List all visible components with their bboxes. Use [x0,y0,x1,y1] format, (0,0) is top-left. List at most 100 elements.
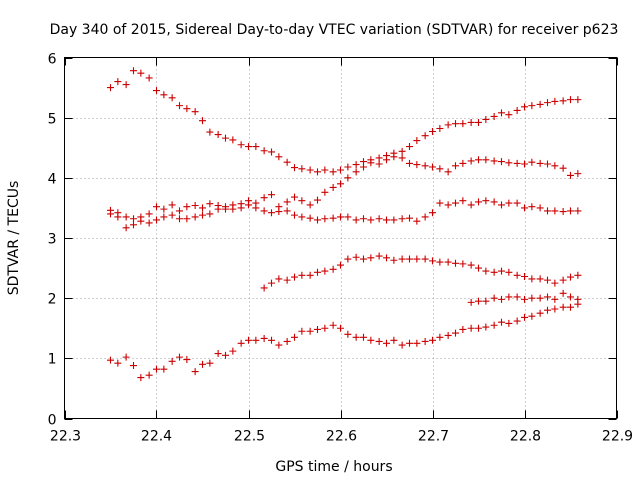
data-point [551,279,559,287]
data-point [390,216,398,224]
data-point [452,120,459,128]
data-point [421,255,429,263]
data-point [176,102,183,110]
data-point [505,159,513,167]
data-point [383,254,390,262]
data-point [367,159,375,167]
data-point [406,339,413,347]
data-point [505,199,513,207]
data-point [122,213,130,221]
data-point [482,156,490,164]
chart-title: Day 340 of 2015, Sidereal Day-to-day VTE… [50,22,619,38]
data-point [467,261,475,269]
y-tick-label: 3 [48,232,57,248]
data-point [551,305,559,313]
data-point [544,276,551,284]
data-point [252,204,260,212]
data-point [390,336,398,344]
data-point [183,215,191,223]
data-point [544,99,551,107]
data-point [528,203,536,211]
data-point [252,336,260,344]
series-arc-b [107,96,582,232]
data-point [137,374,145,382]
data-point [245,143,252,151]
series-arc-e [467,289,582,306]
data-point [122,224,130,232]
data-point [521,295,528,303]
data-point [107,356,114,364]
data-point [567,273,574,281]
data-point [306,201,314,209]
data-point [344,330,352,338]
data-point [482,267,490,275]
y-tick-label: 6 [48,52,57,68]
data-point [283,198,291,206]
data-point [122,81,130,89]
data-point [206,200,214,208]
data-point [130,67,137,75]
data-point [268,279,275,287]
data-point [383,339,390,347]
data-point [199,211,206,219]
data-point [191,108,199,116]
data-point [475,118,482,126]
data-point [191,202,199,210]
data-point [107,84,114,92]
data-point [421,213,429,221]
data-point [413,137,421,145]
data-point [475,198,482,206]
data-point [145,210,153,218]
y-tick-label: 0 [48,413,57,429]
data-point [360,215,367,223]
data-point [559,303,567,311]
data-point [528,294,536,302]
data-point [505,319,513,327]
data-point [114,213,122,221]
data-point [314,196,321,204]
data-point [306,271,314,279]
data-point [291,211,298,219]
data-point [459,325,467,333]
data-point [275,341,283,349]
data-point [352,161,360,169]
data-point [467,201,475,209]
data-point [521,160,528,168]
data-point [360,255,367,263]
data-point [551,207,559,215]
data-point [337,166,344,174]
data-point [298,165,306,173]
data-point [337,261,344,269]
y-tick-label: 4 [48,172,57,188]
series-arc-f [107,300,582,382]
data-point [536,204,544,212]
data-point [245,201,252,209]
data-point [413,161,421,169]
data-point [551,295,559,303]
data-point [337,213,344,221]
data-point [436,165,444,173]
plot-frame [64,57,617,419]
data-point [513,271,521,279]
data-point [444,121,452,129]
data-point [107,210,114,218]
data-point [528,275,536,283]
data-point [268,191,275,199]
data-point [137,217,145,225]
data-point [314,268,321,276]
data-point [475,297,482,305]
x-tick-label: 22.4 [141,429,172,445]
data-point [321,166,329,174]
data-point [153,365,160,373]
data-point [352,168,360,176]
data-point [406,159,413,167]
data-point [398,215,406,223]
data-point [168,201,176,209]
data-point [567,171,574,179]
data-point [413,255,421,263]
data-point [375,215,383,223]
x-tick-labels: 22.3 22.4 22.5 22.6 22.7 22.8 22.9 [50,429,633,445]
data-point [229,205,237,213]
x-tick-label: 22.7 [418,429,449,445]
data-point [275,275,283,283]
